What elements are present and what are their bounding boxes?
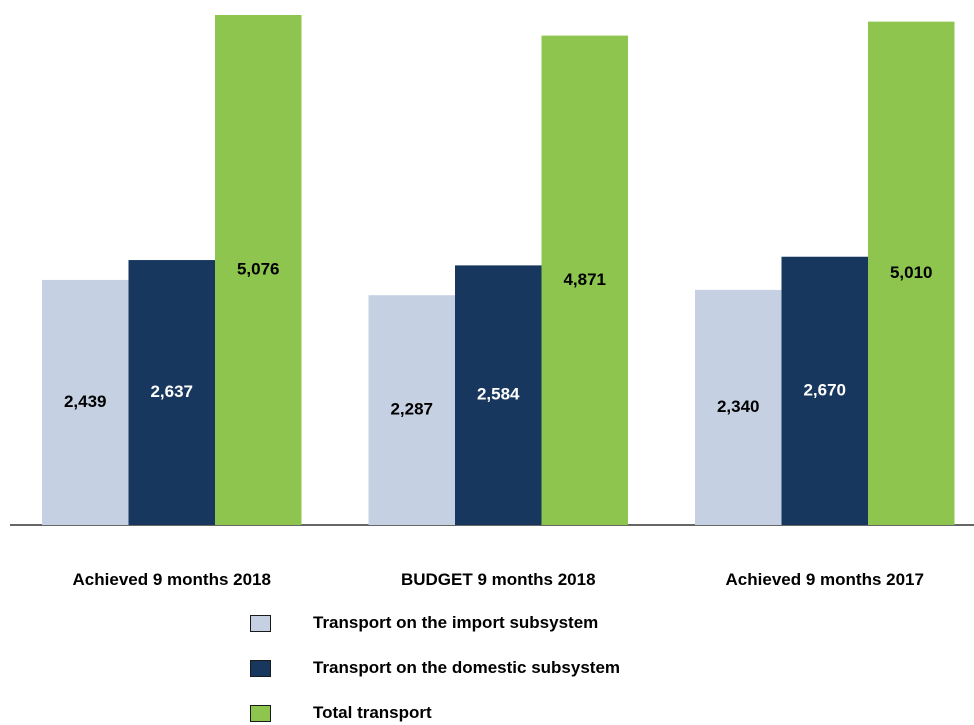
bar — [128, 260, 215, 525]
bar — [541, 35, 628, 526]
legend-label: Transport on the import subsystem — [313, 613, 599, 632]
bar — [455, 265, 542, 525]
bar — [868, 21, 955, 526]
data-label: 2,439 — [64, 392, 107, 411]
legend-label: Total transport — [313, 703, 432, 722]
data-label: 5,010 — [890, 263, 933, 282]
bar — [215, 15, 302, 525]
legend-swatch — [250, 659, 271, 677]
legend-label: Transport on the domestic subsystem — [313, 658, 621, 677]
x-tick-label: Achieved 9 months 2018 — [72, 570, 271, 589]
data-label: 2,340 — [717, 397, 760, 416]
bar — [781, 256, 868, 525]
legend-item: Transport on the domestic subsystem — [250, 658, 620, 678]
x-tick-label: Achieved 9 months 2017 — [725, 570, 924, 589]
legend-item: Total transport — [250, 703, 432, 723]
bar — [42, 279, 129, 525]
legend-item: Transport on the import subsystem — [250, 613, 598, 633]
x-tick-label: BUDGET 9 months 2018 — [400, 570, 596, 589]
data-label: 2,287 — [390, 400, 433, 419]
data-label: 4,871 — [563, 270, 606, 289]
data-label: 2,670 — [803, 380, 846, 399]
data-label: 2,584 — [477, 385, 520, 404]
legend-swatch — [250, 614, 271, 632]
bar — [368, 295, 455, 525]
legend-swatch — [250, 704, 271, 722]
data-label: 2,637 — [150, 382, 193, 401]
bar — [695, 289, 782, 525]
data-label: 5,076 — [237, 259, 280, 278]
